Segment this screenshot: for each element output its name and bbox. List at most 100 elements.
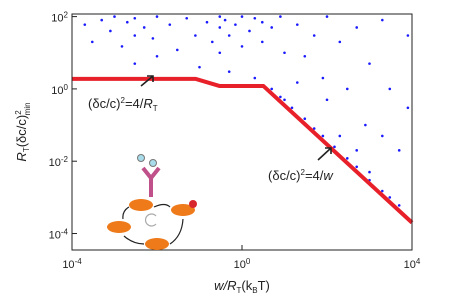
- arrow: [169, 218, 184, 245]
- tick-power: 0: [246, 257, 251, 266]
- tick-power: 0: [64, 83, 69, 92]
- enzyme: [171, 204, 195, 216]
- enzyme: [107, 221, 131, 233]
- point: [253, 76, 257, 80]
- point: [406, 106, 410, 110]
- point: [223, 18, 227, 22]
- point: [125, 20, 129, 24]
- arrow: [123, 235, 145, 245]
- point: [133, 16, 137, 20]
- ligand: [137, 154, 145, 162]
- phosphate: [189, 200, 197, 208]
- point: [368, 62, 371, 65]
- tick-label: 100: [51, 83, 68, 97]
- point: [260, 20, 264, 24]
- point: [355, 26, 359, 29]
- point: [338, 134, 342, 138]
- point: [355, 149, 359, 152]
- tick-base: 10: [51, 13, 63, 25]
- point: [227, 34, 231, 37]
- point: [240, 45, 244, 48]
- tick-base: 10: [234, 259, 246, 271]
- point: [194, 34, 197, 37]
- point: [151, 37, 155, 40]
- annotation: (δc/c)2=4/w: [268, 168, 334, 183]
- enzyme: [145, 238, 169, 250]
- ligand: [149, 159, 157, 167]
- point: [312, 127, 316, 130]
- tick-label: 100: [234, 257, 251, 271]
- tick-power: -2: [61, 155, 69, 164]
- point: [303, 54, 307, 58]
- point: [270, 87, 274, 91]
- point: [113, 15, 116, 18]
- point: [321, 76, 325, 80]
- tick-power: 4: [416, 257, 421, 266]
- point: [240, 15, 244, 18]
- point: [333, 145, 336, 149]
- point: [168, 23, 172, 26]
- x-axis-label: w/RT(kBT): [214, 278, 270, 295]
- arrow: [153, 203, 171, 208]
- point: [205, 20, 209, 24]
- point: [133, 34, 137, 37]
- tick-label: 10-2: [49, 155, 69, 169]
- point: [120, 45, 124, 48]
- point: [270, 26, 274, 29]
- bound-line: [72, 76, 414, 225]
- point: [368, 170, 371, 174]
- point: [303, 117, 307, 120]
- point: [380, 189, 384, 193]
- tick-base: 10: [51, 85, 63, 97]
- point: [397, 204, 401, 207]
- point: [283, 98, 286, 102]
- point: [155, 15, 159, 18]
- point: [210, 40, 214, 44]
- point: [253, 16, 257, 20]
- point: [321, 134, 325, 138]
- point: [218, 51, 222, 55]
- tick-power: 2: [64, 11, 69, 20]
- point: [388, 196, 392, 199]
- plot-area: [72, 15, 414, 225]
- point: [155, 54, 159, 58]
- point: [260, 40, 264, 44]
- point: [397, 149, 401, 152]
- tick-label: 104: [404, 257, 421, 271]
- point: [218, 26, 222, 29]
- point: [248, 29, 251, 33]
- point: [283, 51, 286, 55]
- point: [198, 65, 201, 69]
- point: [175, 48, 179, 52]
- point: [295, 23, 299, 26]
- point: [185, 16, 189, 20]
- point: [290, 106, 294, 110]
- tick-base: 10: [62, 259, 74, 271]
- inset-diagram: [107, 154, 197, 250]
- tick-power: -4: [61, 228, 69, 237]
- tick-label: 10-4: [49, 228, 69, 242]
- annotation: (δc/c)2=4/RT: [88, 96, 158, 113]
- point: [345, 157, 349, 160]
- point: [355, 165, 359, 169]
- point: [388, 87, 392, 91]
- point: [218, 15, 222, 18]
- cycle-arrow: [145, 213, 157, 227]
- point: [295, 81, 299, 84]
- y-axis-label: RT(δc/c)2min: [14, 102, 32, 161]
- point: [338, 40, 342, 44]
- tick-power: -4: [75, 257, 83, 266]
- receptor: [141, 166, 161, 197]
- annotation-arrow: [317, 147, 332, 161]
- point: [109, 29, 112, 33]
- point: [406, 34, 410, 37]
- point: [142, 26, 146, 29]
- point: [345, 87, 349, 91]
- point: [279, 15, 282, 18]
- point: [364, 123, 367, 127]
- point: [279, 95, 282, 99]
- point: [325, 98, 329, 102]
- arrow: [122, 206, 130, 220]
- tick-base: 10: [49, 157, 61, 169]
- enzyme: [129, 199, 153, 211]
